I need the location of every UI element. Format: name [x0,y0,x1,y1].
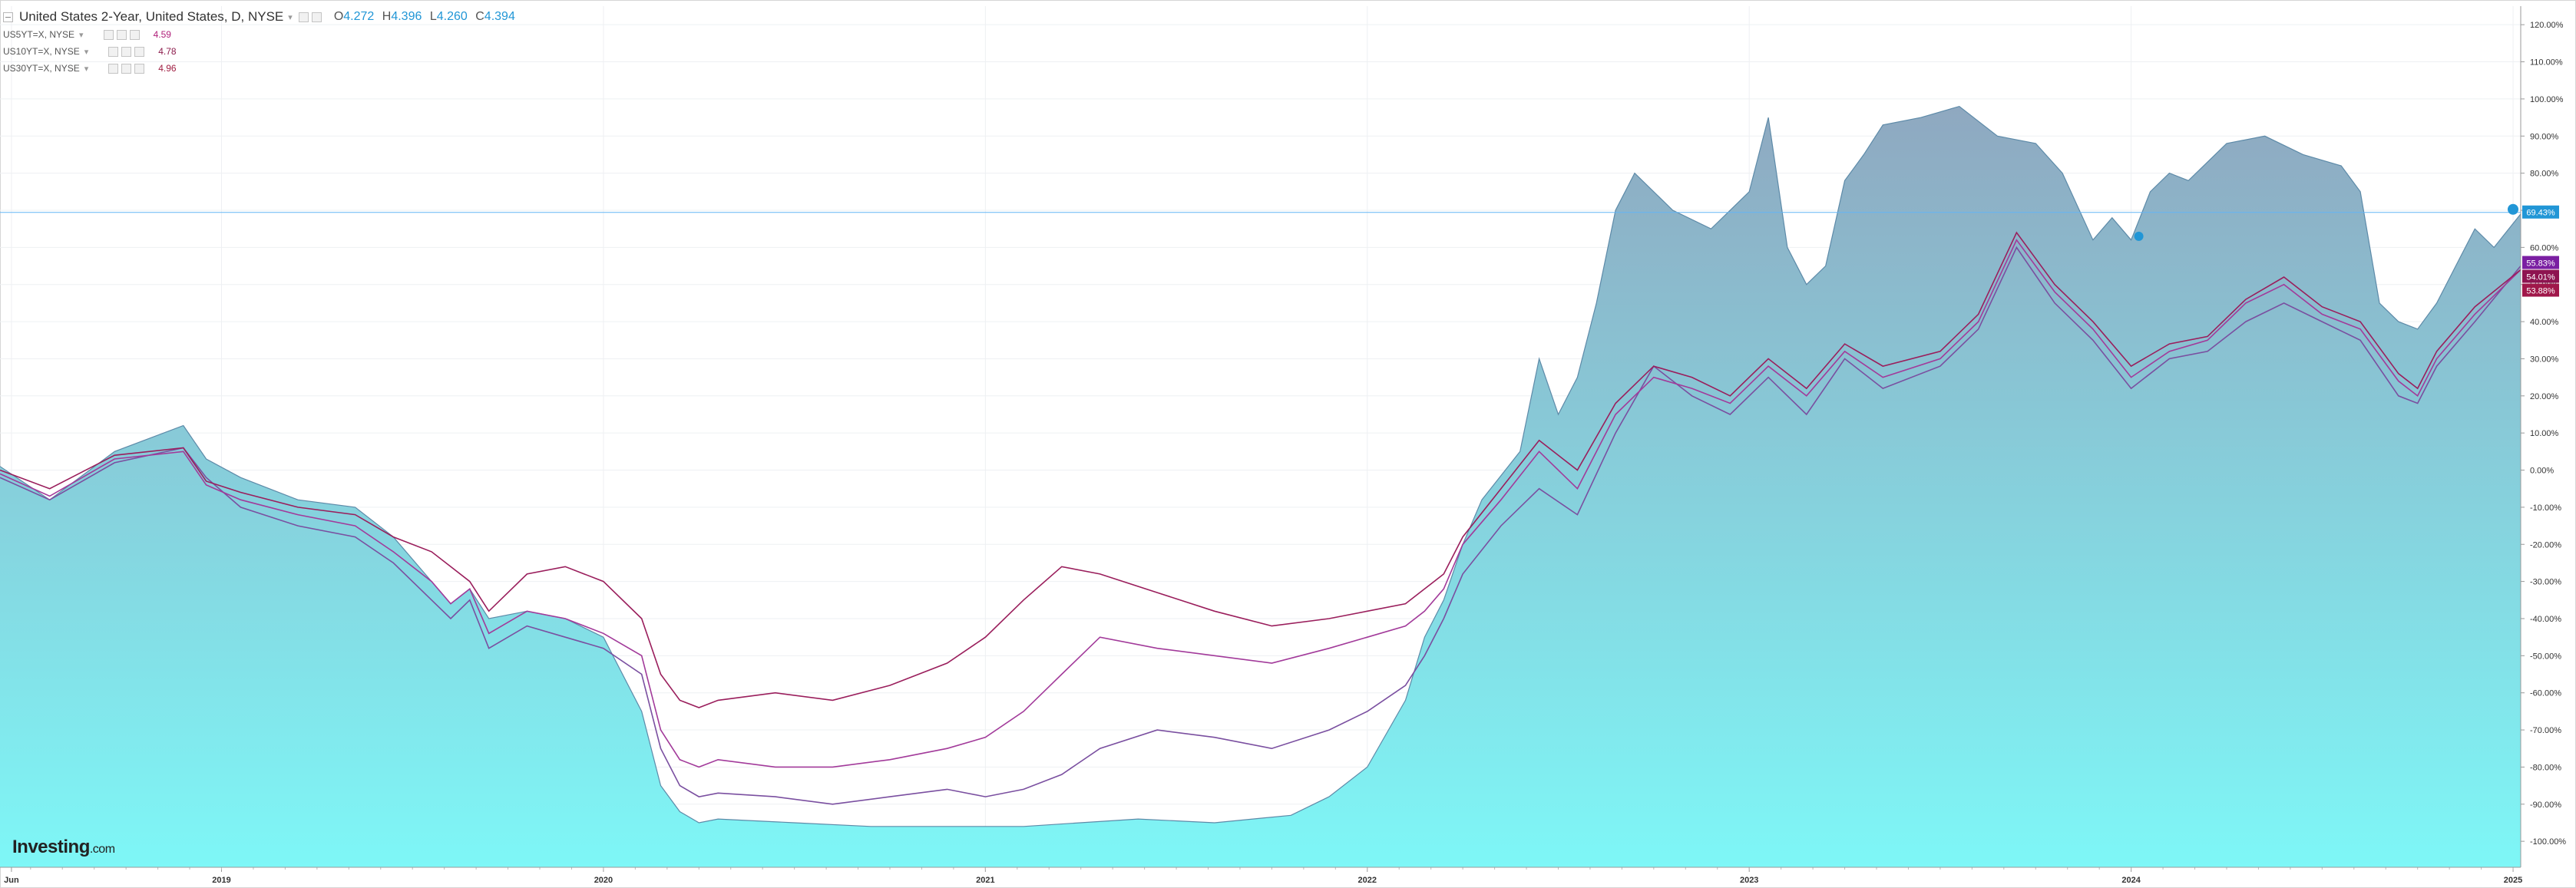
chevron-down-icon[interactable]: ▾ [288,12,293,22]
y-tick-label: 100.00% [2530,95,2564,104]
logo-main: Investing [12,837,90,857]
x-tick-label: 2022 [1358,876,1377,885]
y-tick-label: 80.00% [2530,170,2559,179]
close-square-icon[interactable] [134,46,145,57]
legend-series-us5y[interactable]: US5YT=X, NYSE ▾ 4.59 [3,26,515,43]
collapse-legend-icon[interactable] [3,12,13,22]
close-square-icon[interactable] [129,29,140,40]
x-tick-label: 2020 [594,876,613,885]
main-series-title: United States 2-Year, United States, D, … [19,9,284,24]
y-tick-label: 60.00% [2530,243,2559,253]
settings-square-icon[interactable] [121,63,132,74]
y-tick-label: -100.00% [2530,837,2566,847]
settings-square-icon[interactable] [116,29,127,40]
close-value: 4.394 [484,10,515,23]
x-tick-label: Jun [4,876,19,885]
current-value-tag [2522,256,2559,269]
open-value: 4.272 [343,10,375,23]
y-tick-label: 120.00% [2530,21,2564,30]
current-value-labels: 69.43% 55.83% 54.01% 53.88% [0,203,2559,297]
y-tick-label: -90.00% [2530,801,2561,810]
axes: 120.00%110.00%100.00%90.00%80.00%70.00%6… [0,6,2566,885]
series-name: US10YT=X, NYSE [3,46,80,57]
ohlc-readout: O4.272 H4.396 L4.260 C4.394 [334,10,515,24]
x-tick-label: 2019 [212,876,230,885]
y-tick-label: 10.00% [2530,429,2559,438]
y-tick-label: -10.00% [2530,503,2561,513]
x-tick-label: 2023 [1740,876,1758,885]
chevron-down-icon[interactable]: ▾ [84,64,89,74]
settings-square-icon[interactable] [298,12,309,22]
eye-square-icon[interactable] [108,46,119,57]
x-tick-label: 2025 [2504,876,2522,885]
open-label: O [333,10,344,23]
series-name: US5YT=X, NYSE [3,29,75,40]
last-price-marker-icon [2508,203,2518,215]
y-tick-label: 40.00% [2530,318,2559,327]
series-value: 4.78 [158,46,177,57]
settings-square-icon[interactable] [121,46,132,57]
investing-logo: Investing.com [12,837,115,858]
legend-series-us30y[interactable]: US30YT=X, NYSE ▾ 4.96 [3,60,515,77]
current-value-text: 69.43% [2526,209,2555,218]
current-value-text: 53.88% [2526,287,2555,296]
hide-square-icon[interactable] [311,12,322,22]
line-us10y [0,239,2521,768]
eye-square-icon[interactable] [103,29,114,40]
x-tick-label: 2024 [2121,876,2141,885]
series-value: 4.59 [153,29,171,40]
eye-square-icon[interactable] [108,63,119,74]
y-tick-label: 20.00% [2530,392,2559,401]
y-tick-label: 110.00% [2530,58,2563,68]
current-value-tag [2522,269,2559,283]
line-us5y [0,246,2521,805]
chart-legend: United States 2-Year, United States, D, … [3,8,515,77]
y-tick-label: -80.00% [2530,763,2561,772]
logo-suffix: .com [89,843,115,856]
chevron-down-icon[interactable]: ▾ [79,30,84,40]
price-area [0,105,2521,868]
current-value-text: 55.83% [2526,259,2555,269]
current-value-tag [2522,283,2559,297]
series-name: US30YT=X, NYSE [3,63,80,74]
legend-series-us10y[interactable]: US10YT=X, NYSE ▾ 4.78 [3,43,515,60]
y-tick-label: -40.00% [2530,615,2561,624]
low-label: L [429,10,437,23]
close-square-icon[interactable] [134,63,145,74]
current-value-tag [2522,205,2559,219]
y-tick-label: -20.00% [2530,540,2561,550]
area-line-us2y [0,105,2521,827]
event-marker-icon [2134,231,2144,241]
y-tick-label: 90.00% [2530,132,2559,141]
chevron-down-icon[interactable]: ▾ [84,47,89,57]
high-value: 4.396 [391,10,422,23]
y-tick-label: -50.00% [2530,652,2561,661]
x-tick-label: 2021 [976,876,994,885]
y-tick-label: 30.00% [2530,355,2559,364]
legend-main-row[interactable]: United States 2-Year, United States, D, … [3,8,515,26]
y-tick-label: -70.00% [2530,726,2561,735]
y-tick-label: 0.00% [2530,467,2554,476]
series-value: 4.96 [158,63,177,74]
low-value: 4.260 [436,10,468,23]
close-label: C [475,10,484,23]
y-tick-label: -30.00% [2530,578,2561,587]
high-label: H [382,10,392,23]
area-fill-us2y [0,106,2521,868]
y-tick-label: -60.00% [2530,689,2561,698]
line-us30y [0,231,2521,708]
current-value-text: 54.01% [2526,273,2555,282]
series-lines [0,231,2521,805]
